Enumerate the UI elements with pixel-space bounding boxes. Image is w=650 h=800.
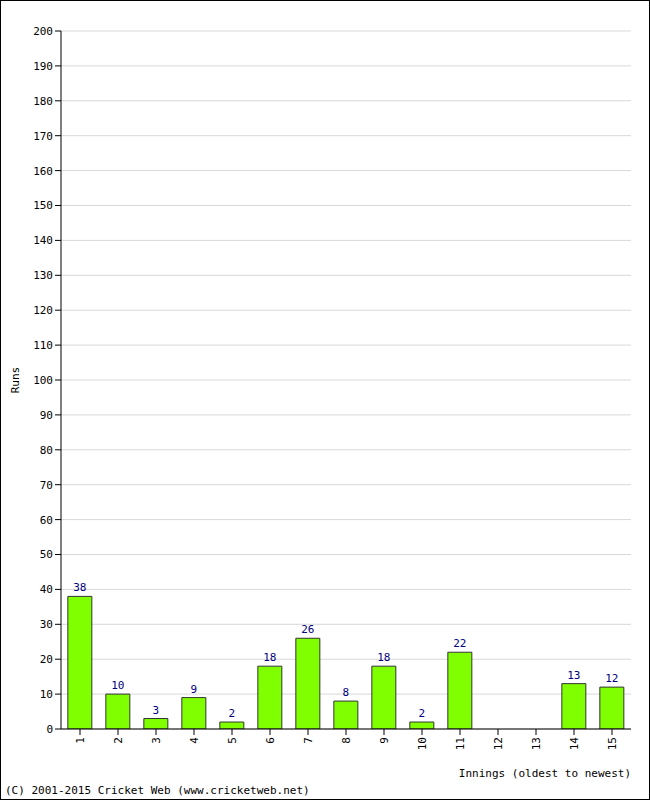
svg-text:Runs: Runs (9, 367, 22, 394)
svg-text:10: 10 (111, 679, 124, 692)
svg-text:2: 2 (419, 707, 426, 720)
svg-text:18: 18 (377, 651, 390, 664)
svg-text:13: 13 (567, 669, 580, 682)
svg-text:3: 3 (150, 737, 163, 744)
svg-text:8: 8 (340, 737, 353, 744)
svg-text:80: 80 (40, 444, 53, 457)
svg-text:140: 140 (33, 234, 53, 247)
svg-text:38: 38 (73, 581, 86, 594)
svg-text:26: 26 (301, 623, 314, 636)
svg-text:3: 3 (153, 704, 160, 717)
svg-text:70: 70 (40, 479, 53, 492)
svg-text:15: 15 (606, 737, 619, 750)
svg-text:0: 0 (46, 723, 53, 736)
svg-text:2: 2 (112, 737, 125, 744)
svg-text:110: 110 (33, 339, 53, 352)
svg-text:12: 12 (492, 737, 505, 750)
svg-text:9: 9 (191, 683, 198, 696)
svg-text:50: 50 (40, 548, 53, 561)
svg-text:12: 12 (605, 672, 618, 685)
svg-text:170: 170 (33, 130, 53, 143)
svg-text:1: 1 (74, 737, 87, 744)
svg-text:30: 30 (40, 618, 53, 631)
svg-text:10: 10 (40, 688, 53, 701)
svg-text:14: 14 (568, 737, 581, 751)
svg-text:190: 190 (33, 60, 53, 73)
svg-text:200: 200 (33, 25, 53, 38)
html-text:(C) 2001-2015 Cricket Web (www: (C) 2001-2015 Cricket Web (www.cricketwe… (5, 784, 310, 797)
svg-text:160: 160 (33, 165, 53, 178)
svg-text:4: 4 (188, 737, 201, 744)
svg-text:13: 13 (530, 737, 543, 750)
svg-text:2: 2 (229, 707, 236, 720)
svg-text:Innings (oldest to newest): Innings (oldest to newest) (459, 767, 631, 780)
svg-text:11: 11 (454, 737, 467, 750)
svg-text:6: 6 (264, 737, 277, 744)
svg-text:8: 8 (343, 686, 350, 699)
svg-text:60: 60 (40, 514, 53, 527)
svg-text:150: 150 (33, 199, 53, 212)
svg-text:5: 5 (226, 737, 239, 744)
svg-text:40: 40 (40, 583, 53, 596)
svg-text:10: 10 (416, 737, 429, 750)
svg-text:9: 9 (378, 737, 391, 744)
svg-text:130: 130 (33, 269, 53, 282)
svg-text:90: 90 (40, 409, 53, 422)
svg-text:20: 20 (40, 653, 53, 666)
svg-text:180: 180 (33, 95, 53, 108)
svg-text:100: 100 (33, 374, 53, 387)
svg-text:120: 120 (33, 304, 53, 317)
svg-text:7: 7 (302, 737, 315, 744)
svg-text:18: 18 (263, 651, 276, 664)
svg-text:22: 22 (453, 637, 466, 650)
